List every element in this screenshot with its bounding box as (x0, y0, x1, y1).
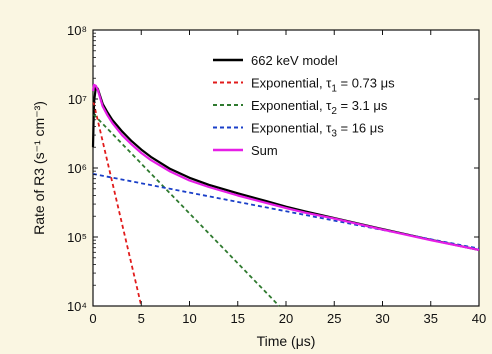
x-tick-label: 5 (138, 311, 145, 326)
y-tick-label: 10⁵ (67, 230, 87, 245)
series-line-4 (92, 173, 480, 250)
ticks-layer: 0 5 10 15 20 25 30 35 40 10⁴ 10⁵ 10⁶ 10⁷ 10⁸ (67, 23, 486, 326)
y-axis-title: Rate of R3 (s⁻¹ cm⁻³) (31, 101, 47, 235)
x-tick-label: 10 (182, 311, 196, 326)
x-axis-title: Time (μs) (257, 333, 316, 349)
x-tick-label: 0 (89, 311, 96, 326)
series-line-5 (91, 83, 480, 251)
y-tick-label: 10⁷ (68, 92, 87, 107)
legend-label-5: Sum (251, 143, 278, 158)
legend-label-3: Exponential, τ2 = 3.1 μs (251, 98, 388, 117)
legend: 662 keV model Exponential, τ1 = 0.73 μs Ex… (213, 53, 395, 158)
x-tick-label: 35 (424, 311, 438, 326)
x-tick-label: 40 (472, 311, 486, 326)
legend-label-1: 662 keV model (251, 53, 338, 68)
x-tick-label: 15 (231, 311, 245, 326)
x-tick-label: 30 (375, 311, 389, 326)
legend-label-4: Exponential, τ3 = 16 μs (251, 121, 384, 140)
legend-label-2: Exponential, τ1 = 0.73 μs (251, 76, 395, 95)
plot-area (92, 29, 480, 307)
y-tick-label: 10⁴ (67, 299, 87, 314)
y-tick-label: 10⁶ (67, 161, 87, 176)
x-tick-label: 25 (327, 311, 341, 326)
series-line-3 (92, 113, 280, 307)
x-tick-label: 20 (279, 311, 293, 326)
series-layer (91, 83, 480, 307)
y-tick-label: 10⁸ (67, 23, 87, 38)
